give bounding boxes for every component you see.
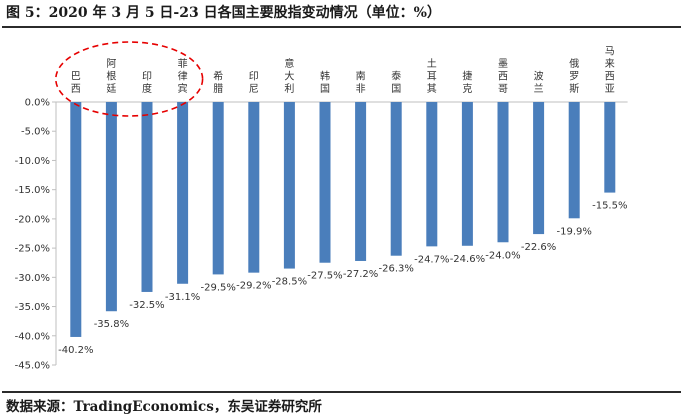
category-label: 菲律宾 (178, 58, 188, 95)
chart-title: 图 5：2020 年 3 月 5 日-23 日各国主要股指变动情况（单位：%） (6, 5, 441, 21)
bar-chart: 0.0% -5.0% -10.0% -15.0% -20.0% -25.0% -30.0% -… (15, 41, 628, 372)
bottom-divider (2, 391, 681, 393)
bar (533, 102, 545, 235)
y-tick-label: -30.0% (15, 273, 50, 284)
value-label: -40.2% (58, 345, 93, 356)
y-tick-label: -40.0% (15, 331, 50, 342)
value-label: -35.8% (94, 319, 129, 330)
y-tick-label: -45.0% (15, 361, 50, 372)
category-label: 希腊 (213, 70, 223, 96)
category-label: 巴西 (71, 71, 81, 96)
y-tick-label: -5.0% (21, 127, 50, 138)
bar (355, 102, 367, 261)
category-label: 土耳其 (427, 57, 437, 95)
bar (177, 102, 189, 284)
value-label: -32.5% (129, 300, 164, 311)
bar (70, 102, 82, 337)
bar (461, 102, 473, 246)
category-label: 南非 (356, 70, 366, 96)
category-label: 意大利 (284, 57, 294, 95)
category-label: 阿根廷 (106, 58, 116, 95)
category-label: 墨西哥 (498, 58, 508, 95)
bar (319, 102, 331, 263)
highlight-ellipse (54, 41, 204, 117)
category-label: 印尼 (249, 71, 259, 96)
category-label: 韩国 (320, 70, 330, 96)
value-label: -28.5% (272, 277, 307, 288)
y-tick-label: -10.0% (15, 156, 50, 167)
bar (604, 102, 616, 193)
bar (568, 102, 580, 219)
category-label: 马来西亚 (605, 46, 615, 96)
category-label: 印度 (142, 71, 152, 96)
value-label: -27.2% (343, 269, 378, 280)
source-note: 数据来源：TradingEconomics，东吴证券研究所 (6, 399, 322, 415)
value-label: -24.0% (485, 250, 520, 261)
bar (390, 102, 402, 256)
y-tick-label: -25.0% (15, 244, 50, 255)
y-tick-label: -20.0% (15, 214, 50, 225)
value-label: -22.6% (521, 242, 556, 253)
value-label: -19.9% (557, 226, 592, 237)
category-label: 捷克 (462, 70, 472, 96)
bar (283, 102, 295, 269)
category-label: 泰国 (391, 70, 401, 96)
value-label: -15.5% (592, 201, 627, 212)
bar (497, 102, 509, 243)
value-label: -31.1% (165, 292, 200, 303)
bar (248, 102, 260, 273)
y-tick-label: -15.0% (15, 185, 50, 196)
value-label: -29.5% (201, 282, 236, 293)
bar (105, 102, 117, 312)
bar (426, 102, 438, 247)
value-label: -24.6% (450, 254, 485, 265)
top-divider (2, 26, 681, 28)
bar (212, 102, 224, 275)
y-tick-label: 0.0% (25, 98, 50, 109)
value-label: -27.5% (307, 271, 342, 282)
value-label: -26.3% (379, 264, 414, 275)
category-label: 波兰 (534, 70, 544, 96)
value-label: -29.2% (236, 281, 271, 292)
category-label: 俄罗斯 (569, 58, 579, 95)
bar (141, 102, 153, 292)
value-label: -24.7% (414, 254, 449, 265)
y-tick-label: -35.0% (15, 302, 50, 313)
